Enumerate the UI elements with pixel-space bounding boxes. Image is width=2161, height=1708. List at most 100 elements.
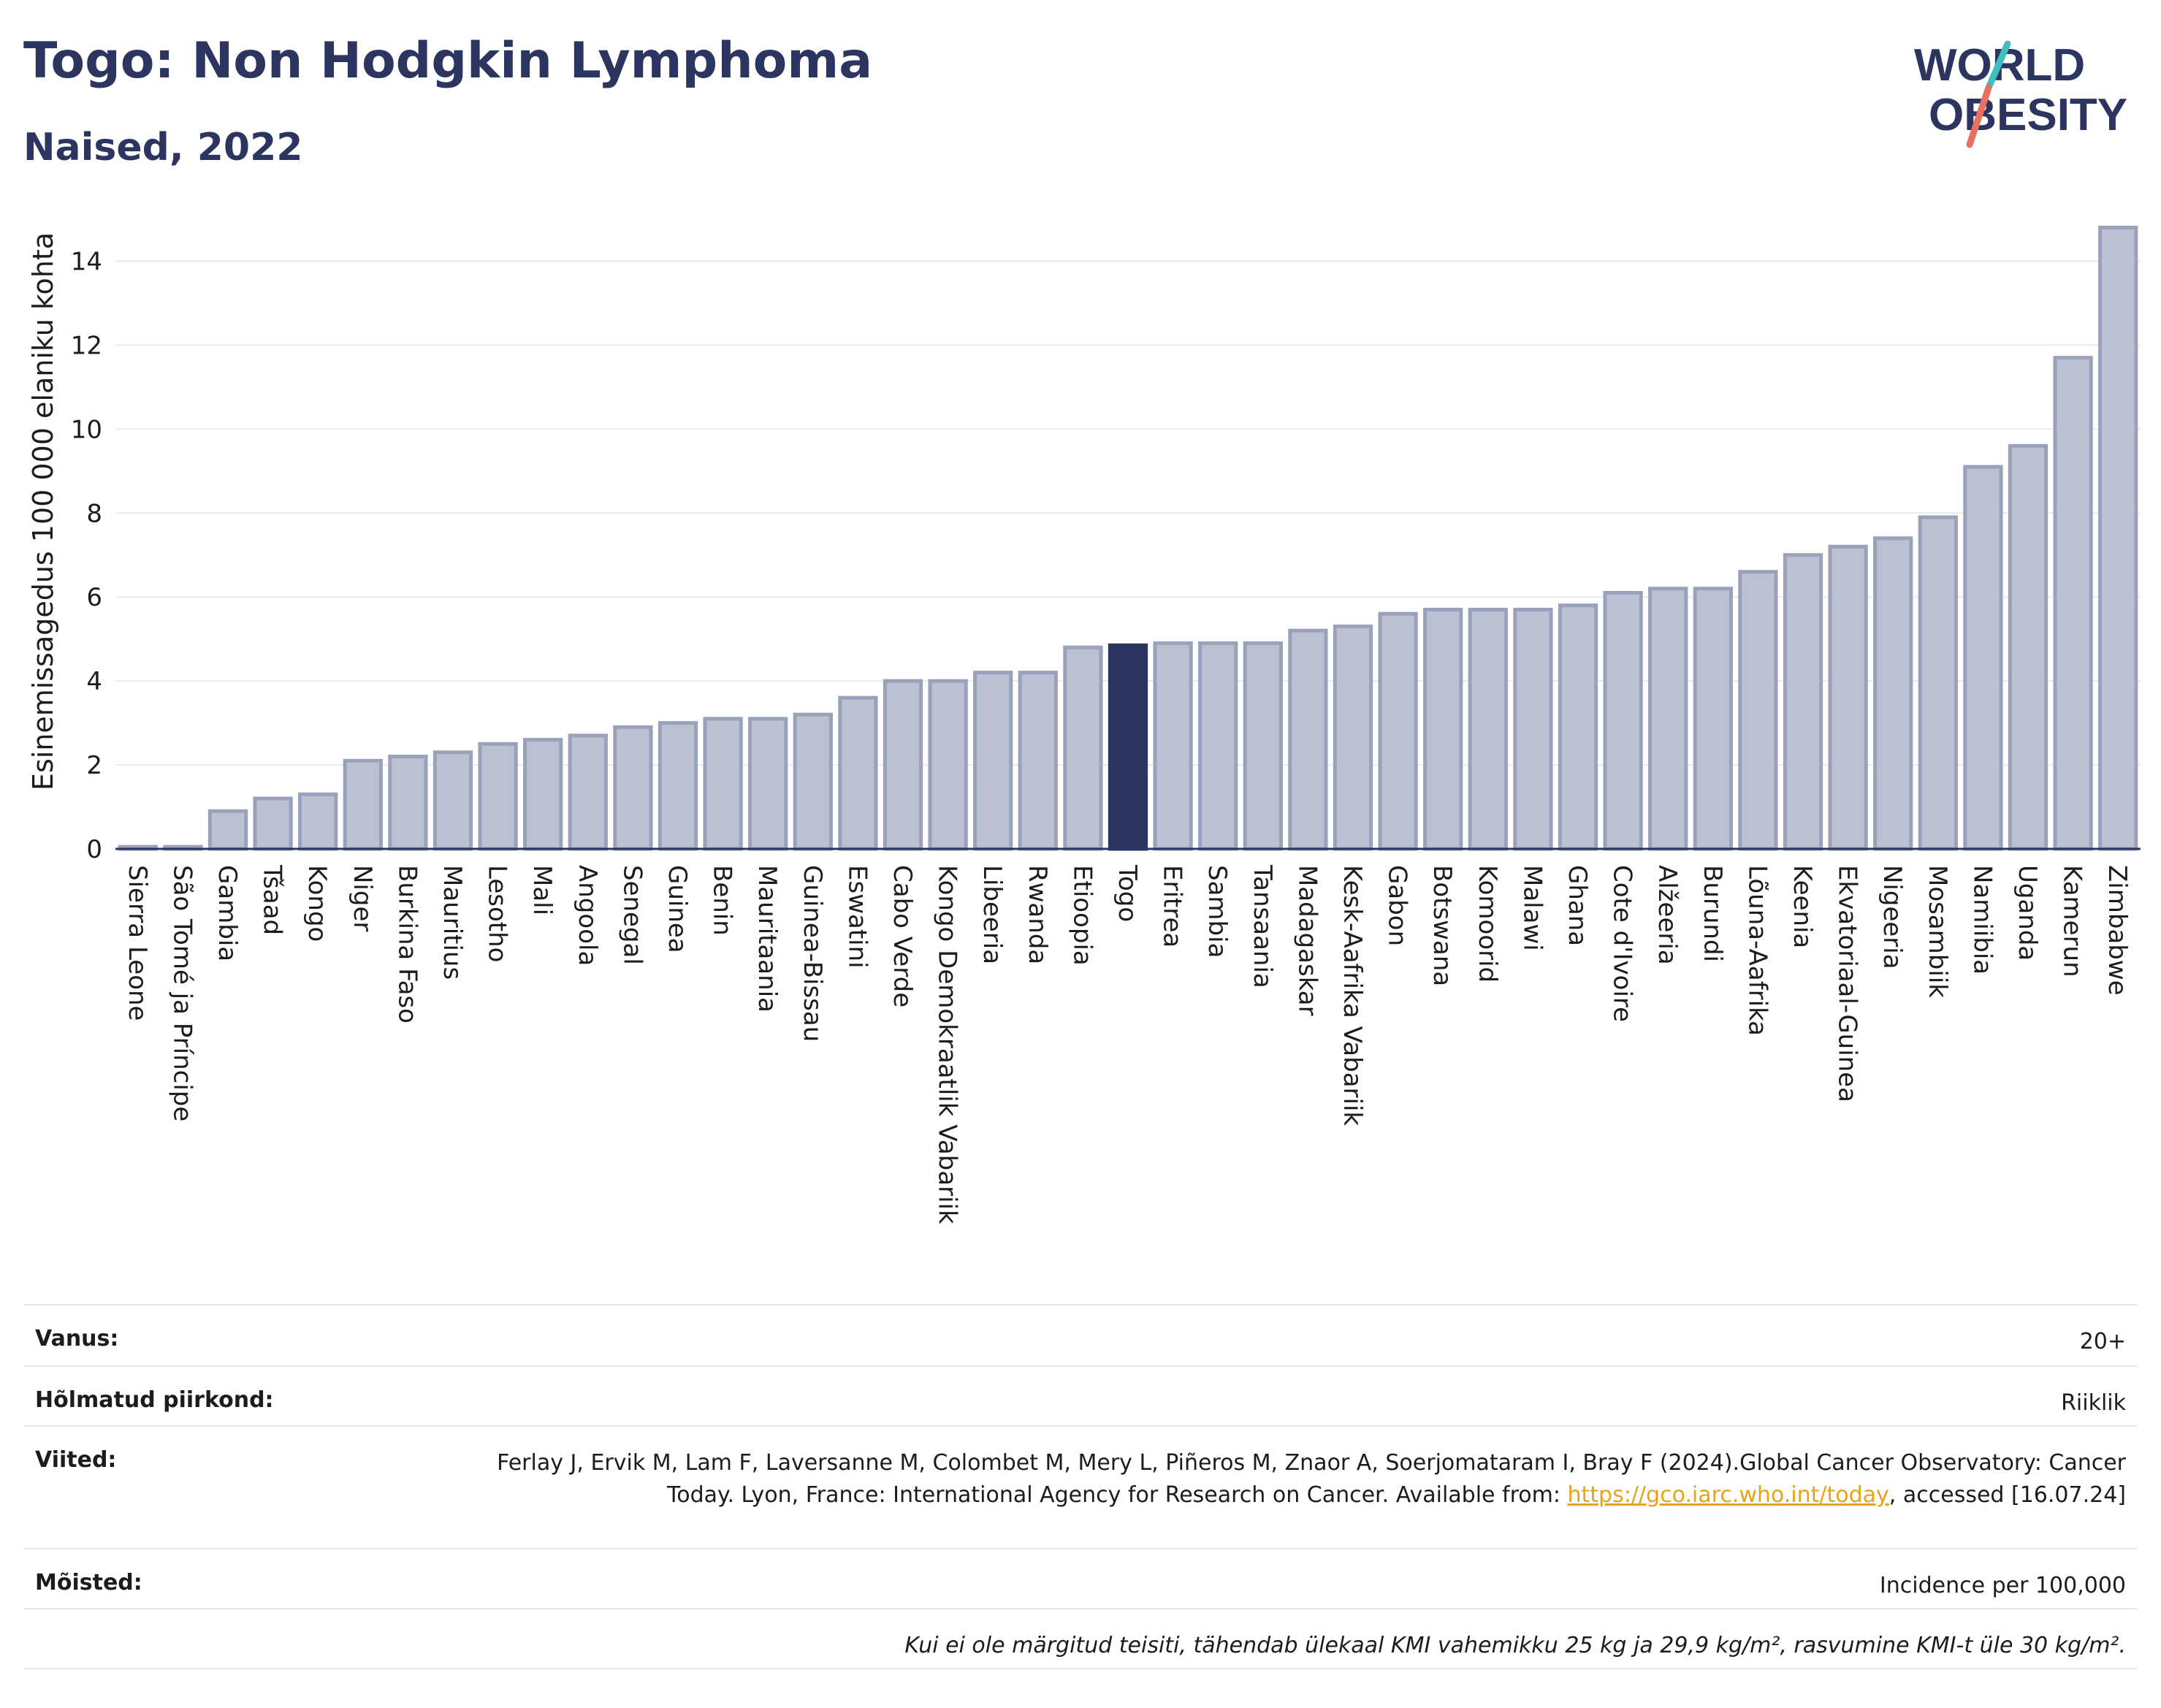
- bar-gabon: [1378, 611, 1418, 851]
- bar-kamerun: [2053, 356, 2093, 851]
- refs-text: Ferlay J, Ervik M, Lam F, Laversanne M, …: [497, 1450, 2126, 1508]
- bars-layer: [115, 225, 2141, 851]
- bar-benin: [703, 717, 743, 851]
- x-tick-label: Uganda: [2013, 865, 2042, 961]
- y-tick-labels: 0 2 4 6 8 10 12 14: [71, 247, 102, 864]
- x-tick-label: Gabon: [1383, 865, 1412, 946]
- page-title: Togo: Non Hodgkin Lymphoma: [23, 32, 873, 90]
- bar-togo: [1108, 643, 1148, 851]
- bar-ghana: [1558, 603, 1598, 851]
- meta-key: Vanus:: [35, 1326, 119, 1351]
- bar-ekvatoriaal-guinea: [1828, 544, 1868, 851]
- bar-burundi: [1693, 587, 1733, 851]
- x-tick-label: Komoorid: [1473, 865, 1502, 983]
- bar-mauritaania: [748, 717, 788, 851]
- x-tick-label: Mosambiik: [1923, 865, 1952, 998]
- y-tick-label: 8: [86, 499, 102, 528]
- bar-madagaskar: [1288, 628, 1328, 851]
- bar-nigeeria: [1873, 536, 1913, 851]
- x-tick-label: Etioopia: [1067, 865, 1097, 966]
- bar-eritrea: [1153, 641, 1193, 851]
- x-tick-label: Lesotho: [483, 865, 512, 962]
- x-tick-label: Burkina Faso: [392, 865, 422, 1023]
- bar-t-aad: [253, 796, 293, 851]
- x-tick-label: Niger: [348, 865, 377, 931]
- x-tick-label: Sierra Leone: [123, 865, 152, 1021]
- logo-line2: OBESITY: [1929, 90, 2127, 140]
- x-tick-label: Tansaania: [1248, 864, 1277, 988]
- bar-tansaania: [1243, 641, 1283, 851]
- bar-eswatini: [838, 695, 878, 851]
- x-tick-label: Alžeeria: [1653, 865, 1682, 965]
- y-tick-label: 14: [71, 247, 102, 276]
- x-tick-label: Senegal: [617, 865, 647, 965]
- meta-footnote: Kui ei ole märgitud teisiti, tähendab ül…: [23, 1608, 2138, 1669]
- x-tick-label: Nigeeria: [1878, 865, 1907, 969]
- bar-guinea-bissau: [793, 712, 833, 851]
- meta-row-references: Viited: Ferlay J, Ervik M, Lam F, Lavers…: [23, 1425, 2138, 1548]
- x-tick-label: Tšaad: [258, 864, 287, 935]
- x-tick-label: Rwanda: [1023, 865, 1052, 964]
- bar-botswana: [1423, 607, 1463, 851]
- x-tick-label: Keenia: [1788, 865, 1817, 948]
- y-tick-label: 10: [71, 415, 102, 444]
- x-tick-label: Kamerun: [2058, 865, 2087, 977]
- bar-gambia: [207, 809, 248, 851]
- x-tick-label: Cote d'Ivoire: [1608, 865, 1637, 1022]
- bar-kesk-aafrika-vabariik: [1333, 624, 1373, 851]
- bar-cabo-verde: [883, 679, 923, 851]
- y-tick-label: 2: [86, 751, 102, 780]
- bar-mauritius: [432, 750, 473, 851]
- bar-niger: [343, 758, 383, 851]
- x-tick-label: Ekvatoriaal-Guinea: [1833, 865, 1862, 1102]
- bar-mali: [523, 738, 563, 851]
- y-tick-label: 6: [86, 583, 102, 612]
- x-tick-label: Ghana: [1563, 865, 1592, 946]
- bar-cote-d-ivoire: [1603, 590, 1643, 851]
- bar-chart: 0 2 4 6 8 10 12 14 Sierra Leone São Tomé ja Prín…: [27, 225, 2141, 1224]
- x-tick-label: Eritrea: [1158, 865, 1187, 948]
- bar-rwanda: [1018, 671, 1058, 851]
- bar-senegal: [613, 725, 653, 851]
- y-tick-label: 4: [86, 667, 102, 696]
- bar-keenia: [1783, 553, 1823, 851]
- x-tick-label: Lõuna-Aafrika: [1742, 865, 1772, 1036]
- bar-etioopia: [1063, 645, 1103, 851]
- x-tick-label: Botswana: [1428, 865, 1457, 986]
- meta-row-region: Hõlmatud piirkond: Riiklik: [23, 1365, 2138, 1425]
- x-tick-label: Eswatini: [842, 865, 872, 969]
- x-tick-label: Mauritaania: [752, 865, 782, 1013]
- x-tick-label: Malawi: [1517, 865, 1547, 951]
- y-tick-label: 12: [71, 331, 102, 360]
- meta-value: 20+: [2079, 1329, 2126, 1354]
- x-tick-label: São Tomé ja Príncipe: [167, 865, 197, 1121]
- x-tick-label: Cabo Verde: [888, 865, 917, 1007]
- x-tick-label: Gambia: [213, 865, 242, 961]
- x-tick-label: Burundi: [1698, 865, 1727, 962]
- meta-key: Hõlmatud piirkond:: [35, 1387, 274, 1413]
- x-tick-label: Zimbabwe: [2103, 865, 2132, 996]
- meta-value: Ferlay J, Ervik M, Lam F, Laversanne M, …: [446, 1447, 2126, 1548]
- x-tick-label: Mali: [527, 865, 557, 915]
- x-tick-label: Kongo Demokraatlik Vabariik: [933, 865, 962, 1224]
- x-tick-label: Guinea-Bissau: [798, 865, 827, 1042]
- bar-kongo: [298, 792, 338, 851]
- meta-row-age: Vanus: 20+: [23, 1304, 2138, 1365]
- refs-link[interactable]: https://gco.iarc.who.int/today: [1567, 1482, 1889, 1508]
- meta-key: Viited:: [35, 1447, 117, 1473]
- bar-sambia: [1198, 641, 1238, 851]
- world-obesity-logo: WORLD OBESITY: [1914, 40, 2127, 148]
- bar-libeeria: [973, 671, 1013, 851]
- bar-namiibia: [1963, 465, 2003, 851]
- bar-kongo-demokraatlik-vabariik: [928, 679, 968, 851]
- x-tick-label: Benin: [708, 865, 737, 936]
- bar-l-una-aafrika: [1738, 570, 1778, 851]
- bar-angoola: [568, 733, 608, 851]
- x-tick-label: Togo: [1113, 864, 1142, 922]
- x-tick-labels: Sierra Leone São Tomé ja Príncipe Gambia Tš…: [123, 864, 2132, 1224]
- y-tick-label: 0: [86, 835, 102, 864]
- x-tick-label: Madagaskar: [1292, 865, 1322, 1016]
- bar-burkina-faso: [388, 755, 428, 851]
- logo-slash-teal-icon: [1985, 40, 2011, 91]
- x-tick-label: Namiibia: [1967, 865, 1997, 975]
